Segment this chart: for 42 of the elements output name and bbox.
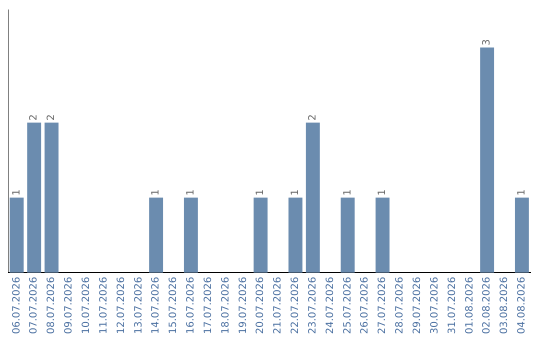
x-tick-label: 22.07.2026 — [290, 276, 302, 334]
x-tick-label: 26.07.2026 — [360, 276, 371, 334]
x-tick-label: 23.07.2026 — [307, 276, 318, 334]
x-tick-label: 06.07.2026 — [11, 276, 22, 334]
data-label: 2 — [46, 114, 58, 121]
data-label: 2 — [28, 114, 40, 121]
x-tick-label: 29.07.2026 — [412, 276, 423, 334]
x-tick-label: 20.07.2026 — [255, 276, 266, 334]
data-label: 1 — [377, 189, 388, 196]
x-tick-label: 12.07.2026 — [116, 276, 127, 334]
x-tick-label: 10.07.2026 — [80, 276, 92, 334]
x-tick-label: 03.08.2026 — [499, 276, 510, 334]
data-label: 1 — [290, 189, 302, 196]
data-label: 1 — [516, 189, 528, 196]
x-tick-label: 28.07.2026 — [394, 276, 406, 334]
x-tick-label: 07.07.2026 — [28, 276, 40, 334]
x-tick-label: 19.07.2026 — [238, 276, 249, 334]
x-tick-label: 08.07.2026 — [46, 276, 58, 334]
x-tick-label: 24.07.2026 — [324, 276, 336, 334]
x-tick-label: 11.07.2026 — [98, 276, 110, 334]
x-tick-label: 18.07.2026 — [220, 276, 232, 334]
data-label: 1 — [11, 189, 22, 196]
x-tick-label: 13.07.2026 — [133, 276, 144, 334]
x-tick-label: 30.07.2026 — [429, 276, 440, 334]
x-tick-label: 09.07.2026 — [64, 276, 75, 334]
data-label: 1 — [255, 189, 266, 196]
x-tick-label: 15.07.2026 — [168, 276, 180, 334]
data-label: 3 — [482, 39, 493, 46]
x-tick-label: 04.08.2026 — [516, 276, 528, 334]
data-label: 1 — [342, 189, 354, 196]
data-label: 1 — [186, 189, 197, 196]
data-label: 2 — [307, 114, 318, 121]
data-label: 1 — [150, 189, 162, 196]
x-tick-label: 31.07.2026 — [446, 276, 458, 334]
x-tick-label: 02.08.2026 — [482, 276, 493, 334]
x-tick-label: 21.07.2026 — [272, 276, 284, 334]
x-tick-label: 16.07.2026 — [186, 276, 197, 334]
x-tick-label: 14.07.2026 — [150, 276, 162, 334]
x-tick-label: 25.07.2026 — [342, 276, 354, 334]
x-tick-label: 27.07.2026 — [377, 276, 388, 334]
x-tick-label: 01.08.2026 — [464, 276, 476, 334]
x-tick-label: 17.07.2026 — [202, 276, 214, 334]
